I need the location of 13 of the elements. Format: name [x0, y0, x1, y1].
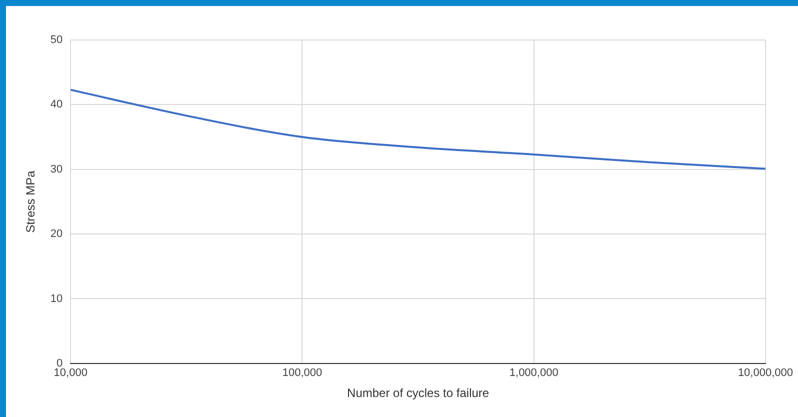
y-tick-label: 30: [50, 163, 63, 176]
y-tick-label: 0: [56, 357, 63, 370]
y-tick-label: 10: [50, 292, 63, 305]
y-tick-label: 20: [50, 228, 63, 240]
x-axis-title: Number of cycles to failure: [347, 386, 490, 400]
y-axis-title: Stress MPa: [24, 170, 38, 233]
y-tick-label: 40: [50, 98, 63, 111]
x-tick-label: 1,000,000: [509, 367, 558, 380]
x-tick-label: 10,000,000: [738, 367, 794, 380]
line-series: [70, 88, 766, 170]
y-tick-label: 50: [50, 34, 63, 46]
x-tick-label: 100,000: [282, 367, 322, 380]
x-tick-label: 10,000: [54, 367, 88, 380]
